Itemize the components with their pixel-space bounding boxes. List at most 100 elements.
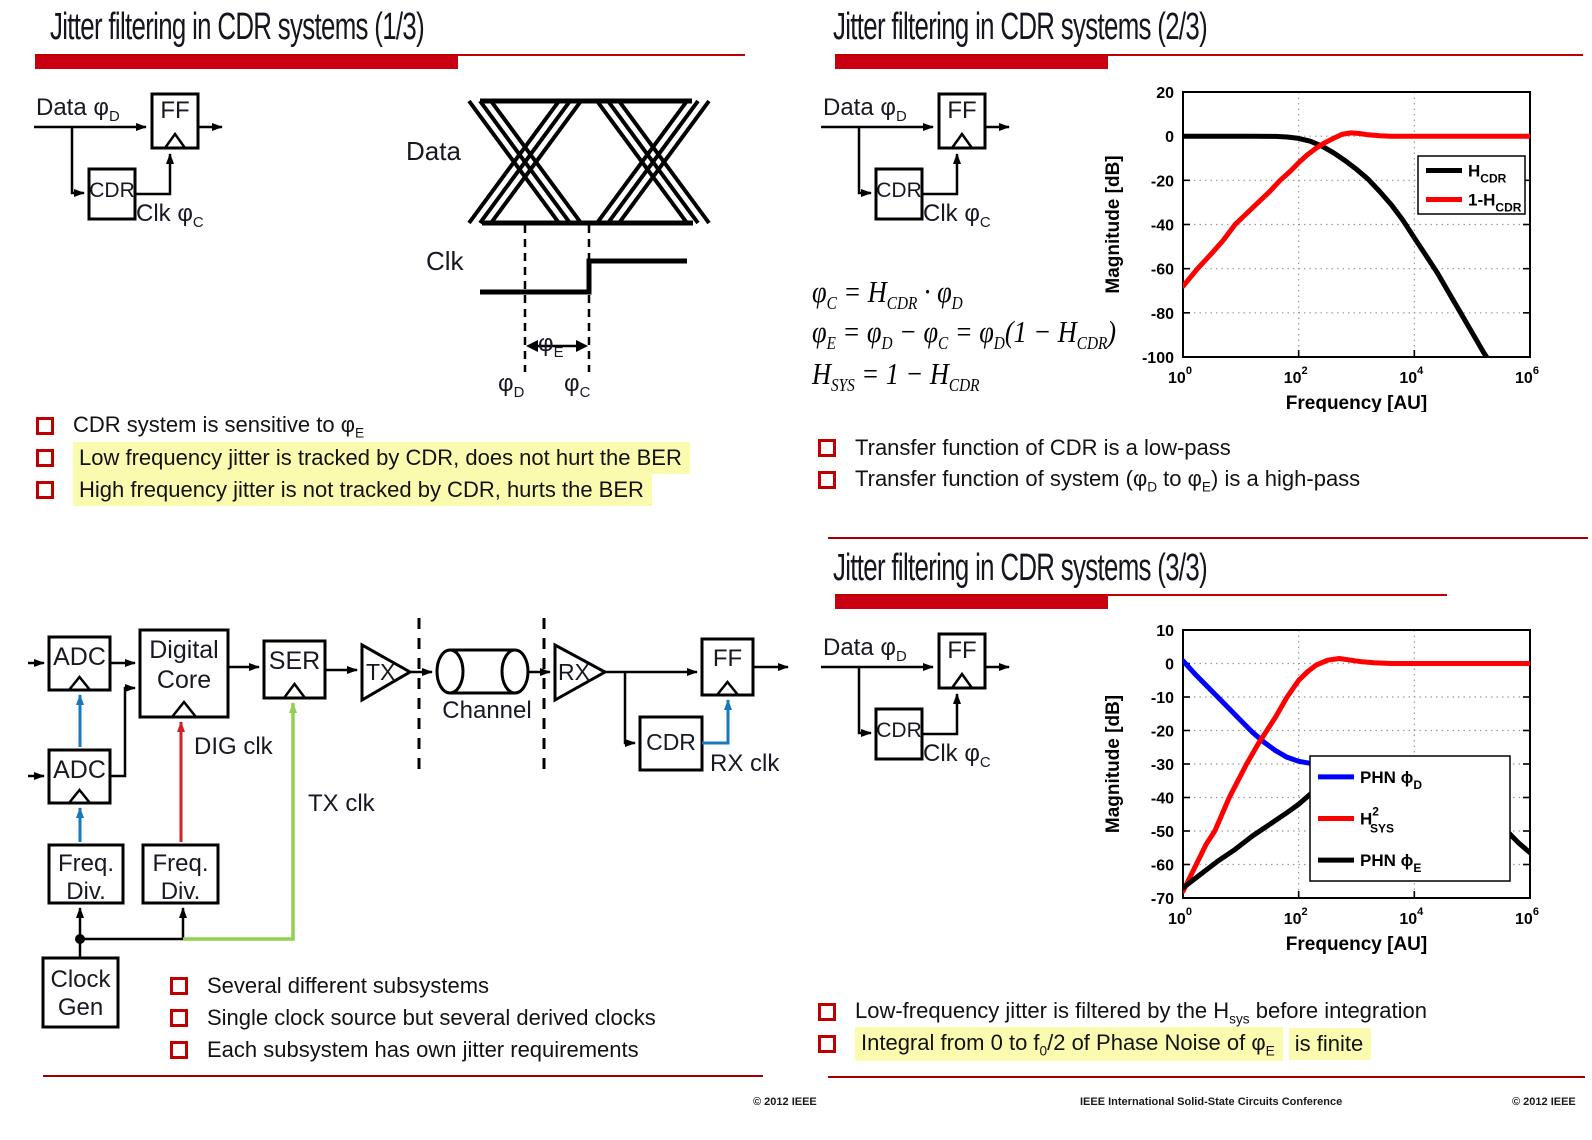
y-tick-label: -80 — [1151, 306, 1174, 323]
slide2-title-rule-thin — [835, 54, 1583, 56]
legend-box — [1417, 155, 1526, 215]
y-tick-label: -40 — [1151, 791, 1174, 808]
bullet-square — [818, 439, 836, 457]
separator-line — [43, 1075, 763, 1077]
eye-data-label: Data — [406, 136, 461, 166]
subsystems-diagram: ADC ADC Digital Core SER TX Channel RX F… — [0, 590, 795, 1052]
x-tick-label: 106 — [1515, 365, 1539, 387]
separator-line — [828, 1076, 1585, 1078]
x-tick-label: 106 — [1515, 906, 1539, 928]
legend-label: PHN ϕD — [1360, 768, 1422, 792]
freq-div1-box — [47, 843, 125, 905]
series-H_CDR — [1183, 133, 1490, 357]
eye-diagram: Data Clk φE φD φC — [392, 88, 742, 408]
ff-label: FF — [712, 645, 743, 672]
slide3-cdr-block-diagram: Data φD FF CDR Clk φC — [815, 628, 1015, 778]
eye-diagram-shapes — [467, 98, 711, 372]
bullet-row: Low frequency jitter is tracked by CDR, … — [36, 442, 690, 474]
slide3-title: Jitter filtering in CDR systems (3/3) — [833, 547, 1208, 589]
rx-amp-triangle — [553, 642, 609, 703]
y-tick-label: -60 — [1151, 262, 1174, 279]
bullet-text: Low-frequency jitter is filtered by the … — [855, 997, 1427, 1027]
clk-wire — [922, 153, 961, 196]
phid-label: φD — [498, 370, 525, 401]
x-tick-label: 100 — [1168, 906, 1192, 928]
cdr-input-wire — [857, 667, 872, 737]
series-PHN_phiD — [1183, 658, 1365, 767]
bullet-square — [36, 481, 54, 499]
clock-gen-label-2: Gen — [57, 994, 104, 1021]
rx-label: RX — [558, 659, 590, 685]
ff-label: FF — [947, 97, 977, 124]
data-phid-label: Data φD — [823, 94, 907, 125]
legend-label: 1-HCDR — [1468, 191, 1522, 215]
y-tick-label: -60 — [1151, 858, 1174, 875]
slide1-title-rule-thin — [35, 54, 745, 56]
bullet-row: High frequency jitter is not tracked by … — [36, 474, 690, 506]
bullet-square — [818, 471, 836, 489]
bullet-square — [170, 977, 188, 995]
clk-phic-label: Clk φC — [923, 740, 991, 771]
digital-core-label-2: Core — [156, 666, 212, 694]
cdr-box — [638, 715, 704, 772]
equation-phie: φE = φD − φC = φD(1 − HCDR) — [812, 314, 1117, 354]
bullet-row: Transfer function of CDR is a low-pass — [818, 432, 1360, 464]
bullet-square — [36, 417, 54, 435]
y-tick-label: -70 — [1151, 891, 1174, 908]
footer-conference-name: IEEE International Solid-State Circuits … — [1080, 1096, 1343, 1108]
axes-box — [1182, 629, 1531, 899]
freq-div2-label-1: Freq. — [152, 850, 209, 877]
cdr-label: CDR — [89, 179, 135, 202]
cdr-block-shapes — [34, 92, 223, 221]
legend-label: PHN ϕE — [1360, 851, 1421, 875]
cdr-box — [874, 707, 924, 761]
bullet-square — [818, 1003, 836, 1021]
clk-phic-label: Clk φC — [923, 200, 991, 231]
slide2-title: Jitter filtering in CDR systems (2/3) — [833, 6, 1208, 48]
chip-boundary-dashed-lines — [417, 618, 546, 775]
footer-copyright-right: © 2012 IEEE — [1512, 1096, 1576, 1108]
tx-label: TX — [366, 659, 396, 685]
legend-label: H2 SYS — [1360, 805, 1394, 836]
ser-label: SER — [268, 647, 321, 675]
slide3-bullet-list: Low-frequency jitter is filtered by the … — [818, 996, 1427, 1062]
ff-clock-triangle — [950, 671, 974, 689]
slide2-bullet-list: Transfer function of CDR is a low-pass T… — [818, 432, 1360, 496]
axes-box — [1182, 91, 1531, 358]
tx-clk-label: TX clk — [308, 790, 375, 817]
equation-phic: φC = HCDR · φD — [812, 274, 963, 314]
green-tx-clock-wire — [183, 702, 297, 941]
slide1-bullet-list: CDR system is sensitive to φE Low freque… — [36, 410, 690, 506]
eye-traces — [467, 98, 711, 226]
series-H2_SYS — [1183, 656, 1530, 894]
ff-clock-triangle — [163, 131, 187, 149]
slide3-title-rule-thick — [835, 596, 1108, 609]
separator-line — [828, 537, 1588, 539]
subsystem-boxes — [41, 628, 755, 1029]
bullet-text: CDR system is sensitive to φE — [73, 411, 365, 441]
digital-core-label-1: Digital — [149, 636, 219, 664]
bullet-row: Each subsystem has own jitter requiremen… — [170, 1034, 656, 1066]
ff-box — [937, 92, 987, 150]
blue-clock-wires — [76, 694, 732, 842]
y-axis-label: Magnitude [dB] — [1103, 155, 1124, 293]
slide1-cdr-block-diagram: Data φD FF CDR Clk φC — [28, 88, 228, 238]
clk-wire — [135, 153, 174, 196]
bullet-text-highlighted: Low frequency jitter is tracked by CDR, … — [73, 442, 690, 474]
phie-label: φE — [538, 330, 564, 361]
equation-hsys: HSYS = 1 − HCDR — [812, 356, 980, 396]
channel-label: Channel — [442, 697, 532, 724]
cdr-label: CDR — [646, 729, 696, 755]
bullet-square — [818, 1035, 836, 1053]
x-tick-label: 102 — [1284, 365, 1308, 387]
bullet-row: Several different subsystems — [170, 970, 656, 1002]
cdr-label: CDR — [876, 179, 922, 202]
freq-div2-box — [141, 843, 220, 905]
ff-box — [937, 632, 987, 690]
rx-clk-label: RX clk — [710, 750, 780, 777]
adc1-label: ADC — [53, 643, 106, 671]
slide1-title: Jitter filtering in CDR systems (1/3) — [50, 6, 425, 48]
y-tick-label: 20 — [1156, 85, 1174, 102]
freq-div2-label-2: Div. — [160, 878, 201, 905]
y-axis-label: Magnitude [dB] — [1103, 695, 1124, 833]
